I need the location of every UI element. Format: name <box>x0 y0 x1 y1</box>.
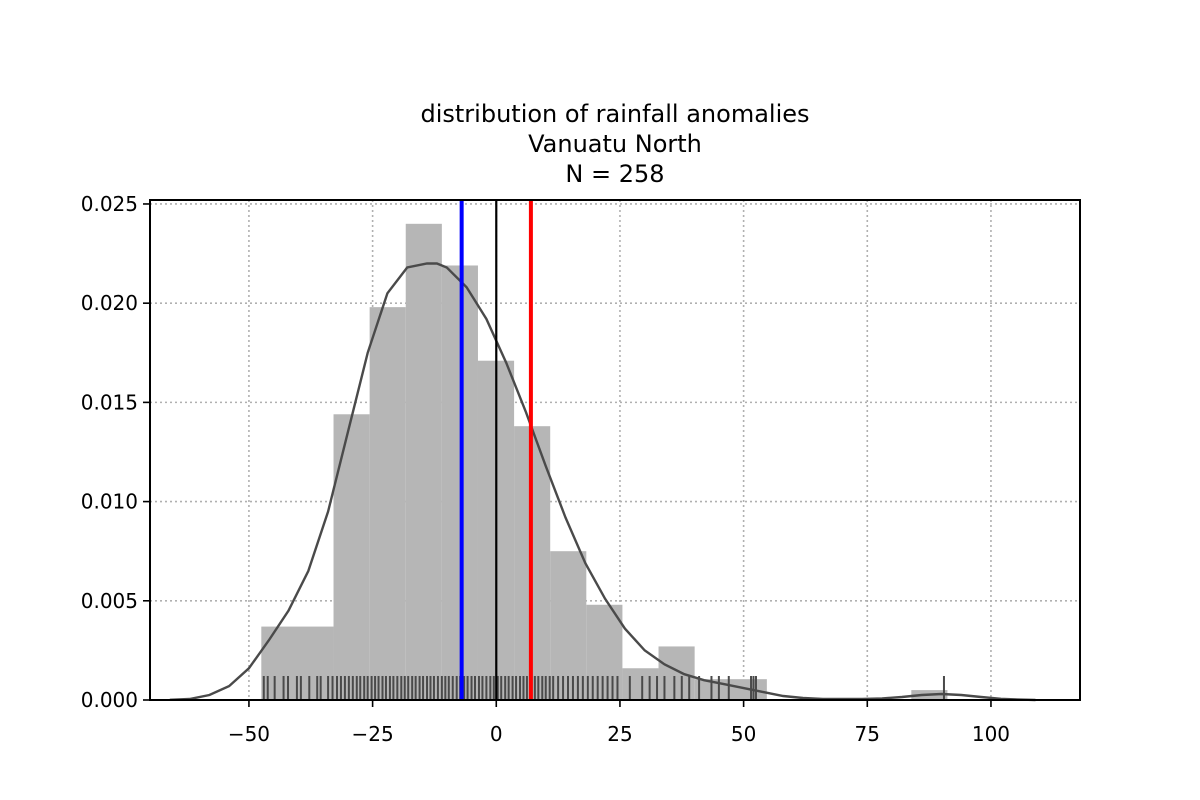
x-tick-label: 0 <box>490 722 503 746</box>
y-tick-label: 0.000 <box>81 688 138 712</box>
chart-title: distribution of rainfall anomalies Vanua… <box>420 100 809 188</box>
histogram-bar <box>550 551 587 700</box>
y-tick-label: 0.010 <box>81 490 138 514</box>
x-axis: −50 −25 0 25 50 75 100 <box>228 700 1010 746</box>
histogram-bars <box>261 223 948 701</box>
chart-title-line-3: N = 258 <box>565 160 664 188</box>
histogram-bar <box>405 223 442 701</box>
y-tick-label: 0.015 <box>81 390 138 414</box>
histogram-bar <box>622 668 659 700</box>
x-tick-label: 25 <box>607 722 632 746</box>
histogram-bar <box>694 679 767 700</box>
chart-title-line-1: distribution of rainfall anomalies <box>420 100 809 128</box>
x-tick-label: −25 <box>351 722 393 746</box>
reference-lines <box>459 200 533 700</box>
y-tick-label: 0.005 <box>81 589 138 613</box>
rug-ticks <box>262 676 945 700</box>
y-axis: 0.000 0.005 0.010 0.015 0.020 0.025 <box>81 192 150 712</box>
x-tick-label: 100 <box>972 722 1010 746</box>
kde-curve <box>169 262 1036 702</box>
chart-title-line-2: Vanuatu North <box>528 130 702 158</box>
histogram-bar <box>333 414 370 700</box>
x-tick-label: 75 <box>855 722 880 746</box>
x-tick-label: 50 <box>731 722 756 746</box>
y-tick-label: 0.025 <box>81 192 138 216</box>
x-tick-label: −50 <box>228 722 270 746</box>
plot-frame <box>149 199 1081 701</box>
y-tick-label: 0.020 <box>81 291 138 315</box>
histogram-bar <box>369 307 406 700</box>
